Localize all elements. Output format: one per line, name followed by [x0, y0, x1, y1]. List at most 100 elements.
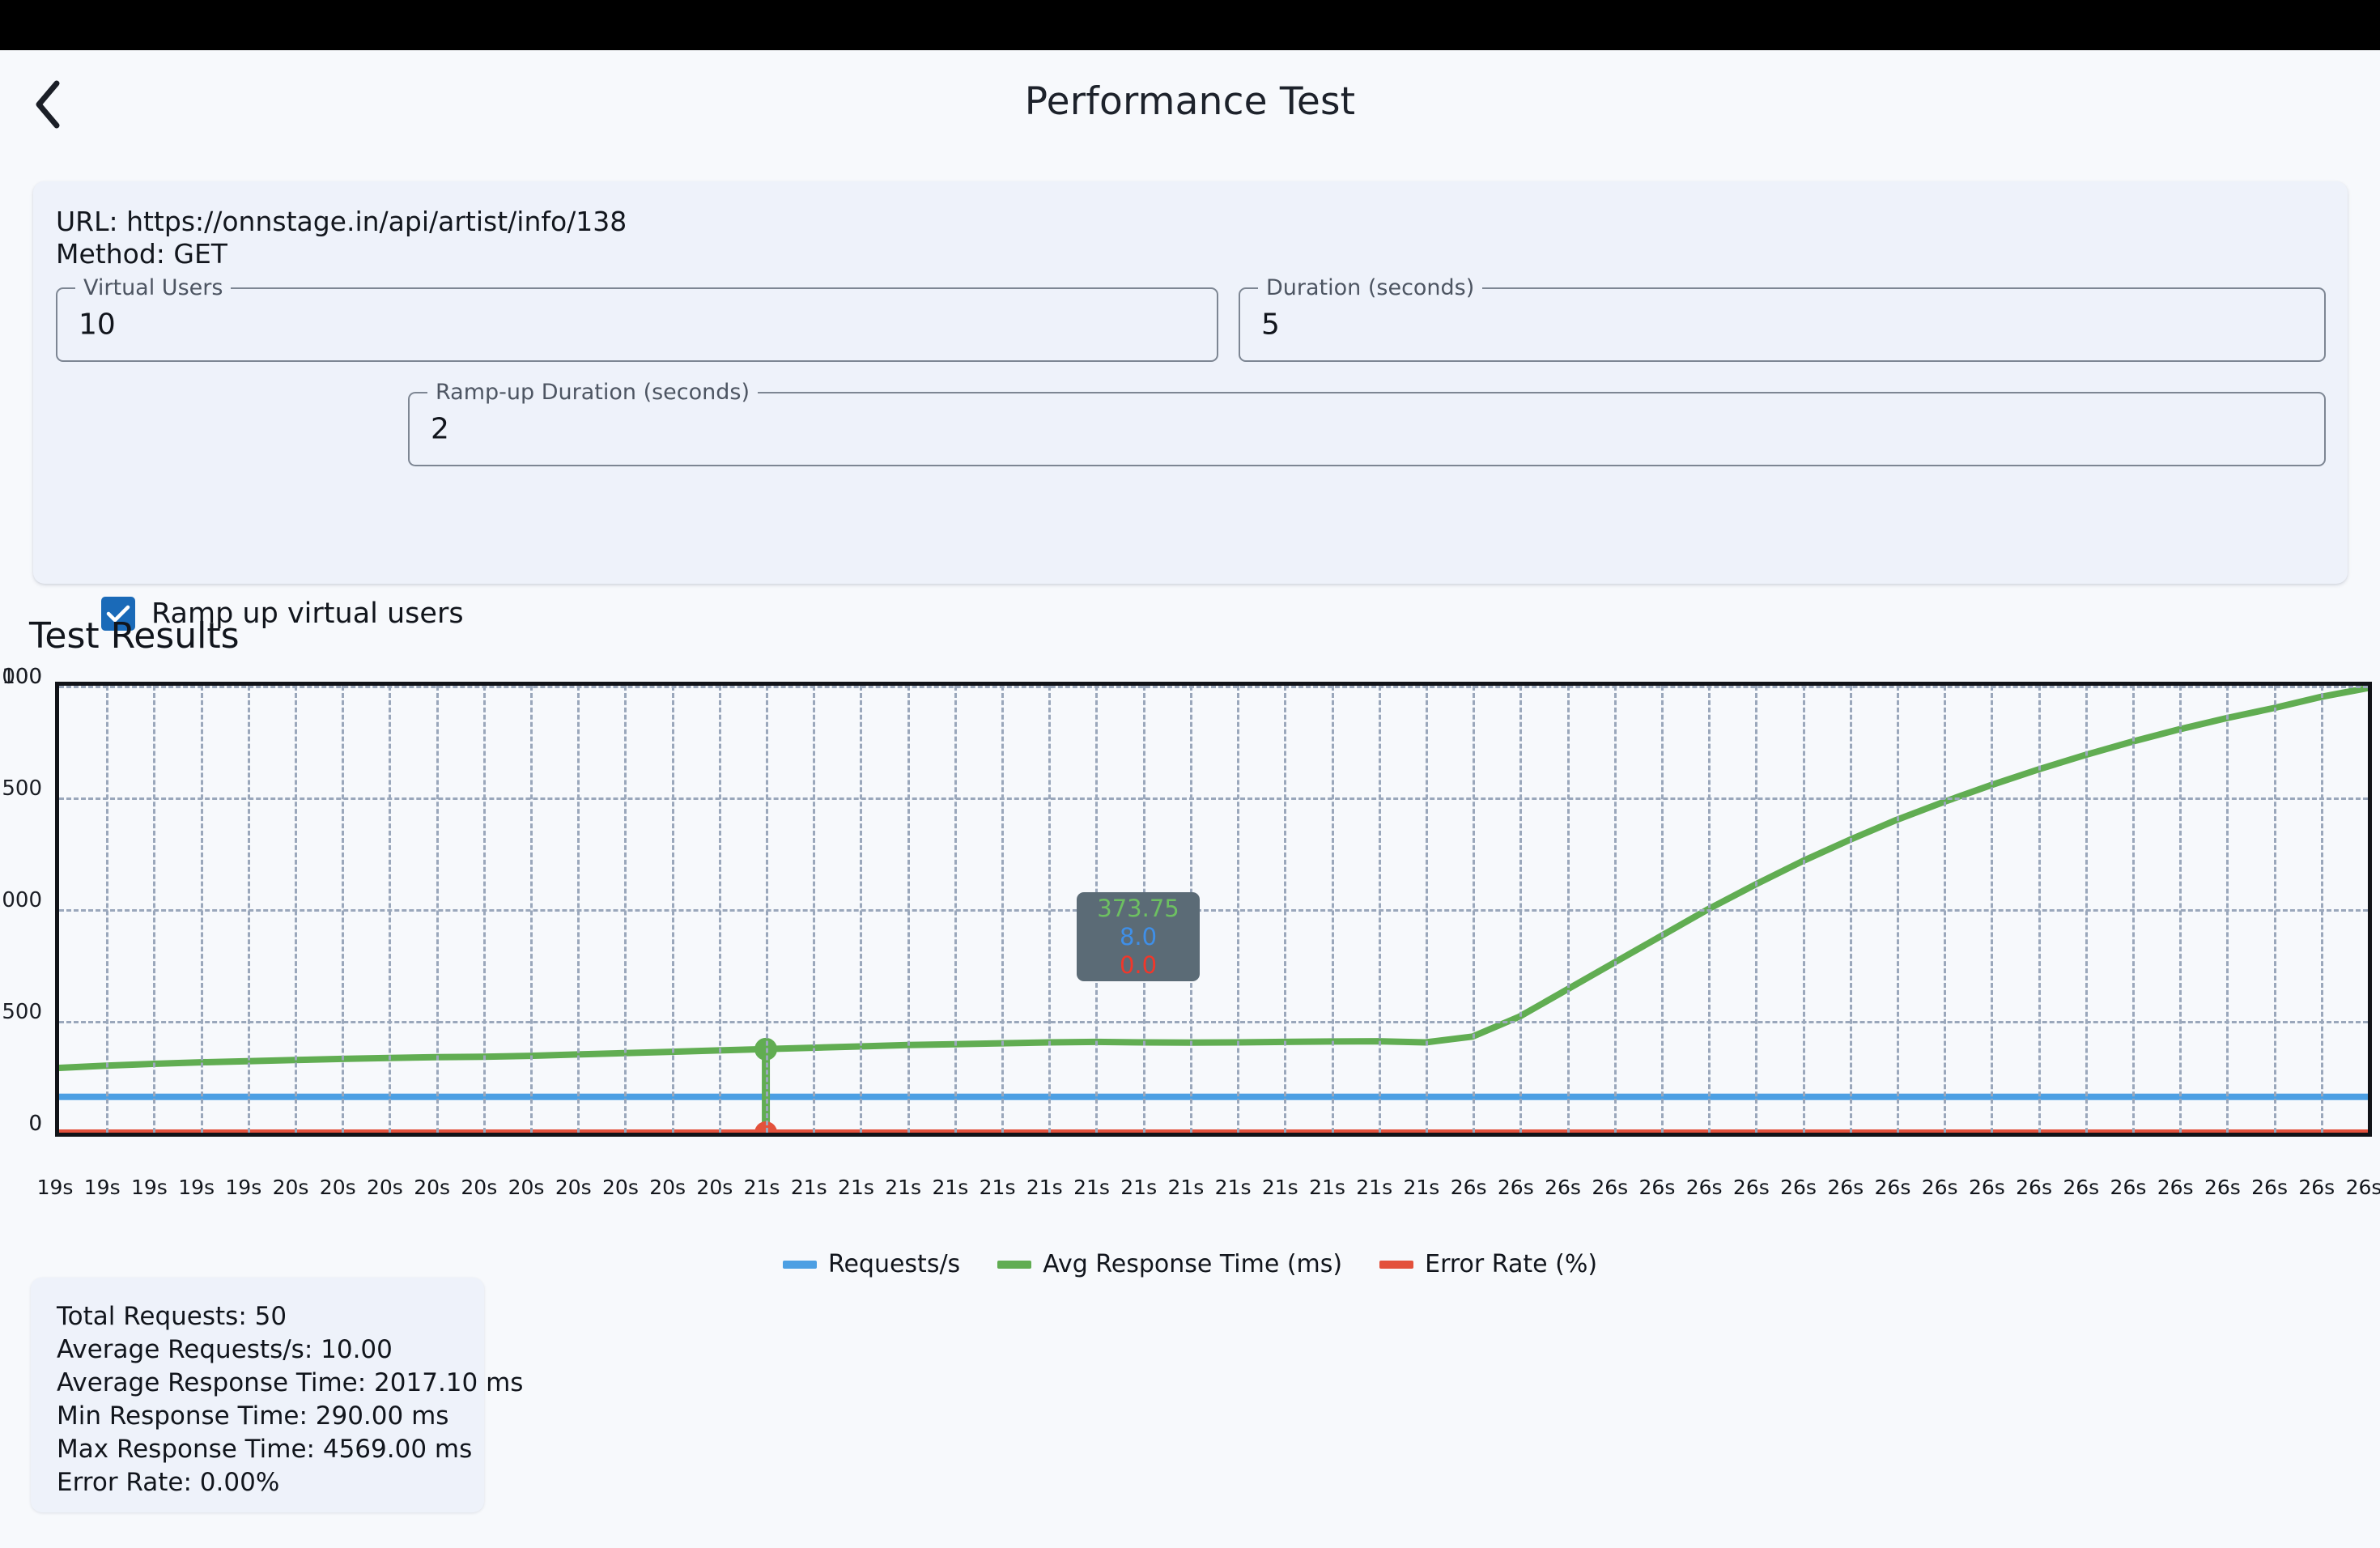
chart-gridline-vertical [1473, 686, 1476, 1133]
chart-gridline-vertical [954, 686, 957, 1133]
chart-x-tick-label: 19s [36, 1176, 74, 1199]
chart-gridline-vertical [342, 686, 345, 1133]
chart-gridline-vertical [2320, 686, 2323, 1133]
chart-x-tick-label: 19s [130, 1176, 168, 1199]
chart-x-tick-label: 21s [1261, 1176, 1298, 1199]
duration-field[interactable]: Duration (seconds) 5 [1239, 275, 2326, 362]
chart-gridline-vertical [1048, 686, 1052, 1133]
chart-x-tick-label: 26s [1921, 1176, 1958, 1199]
chart-gridline-vertical [2273, 686, 2276, 1133]
duration-label: Duration (seconds) [1258, 275, 1483, 300]
rampup-duration-input[interactable]: 2 [431, 412, 449, 446]
legend-item[interactable]: Requests/s [782, 1250, 960, 1278]
chart-x-tick-label: 26s [2251, 1176, 2288, 1199]
chart-gridline-vertical [389, 686, 392, 1133]
legend-item[interactable]: Avg Response Time (ms) [997, 1250, 1342, 1278]
chart-gridline-vertical [577, 686, 580, 1133]
chart-x-tick-label: 26s [2345, 1176, 2380, 1199]
tooltip-error-rate: 0.0 [1119, 950, 1158, 979]
chart-gridline-horizontal [59, 686, 2368, 688]
chart-x-tick-label: 21s [1403, 1176, 1440, 1199]
chart-x-tick-label: 21s [1167, 1176, 1205, 1199]
chart-x-tick-label: 19s [225, 1176, 262, 1199]
chart-line-avg-response-time-ms [59, 688, 2368, 1068]
chart-x-tick-label: 21s [743, 1176, 780, 1199]
virtual-users-input[interactable]: 10 [79, 308, 116, 342]
chart-x-tick-label: 26s [2157, 1176, 2194, 1199]
chart-x-tick-label: 21s [1073, 1176, 1110, 1199]
chart-legend: Requests/s Avg Response Time (ms) Error Ra… [0, 1250, 2380, 1278]
url-text: URL: https://onnstage.in/api/artist/info… [56, 206, 627, 237]
chart-series-svg [59, 686, 2368, 1133]
chart-x-tick-label: 21s [1214, 1176, 1252, 1199]
chart-gridline-vertical [1896, 686, 1899, 1133]
chart-x-tick-label: 21s [885, 1176, 922, 1199]
rampup-duration-label: Ramp-up Duration (seconds) [427, 380, 759, 405]
chart-gridline-vertical [1755, 686, 1758, 1133]
chart-x-tick-label: 26s [1780, 1176, 1817, 1199]
rampup-duration-field[interactable]: Ramp-up Duration (seconds) 2 [408, 380, 2326, 466]
chart-x-tick-label: 19s [83, 1176, 121, 1199]
chart-x-tick-label: 20s [319, 1176, 356, 1199]
chart-x-tick-label: 20s [508, 1176, 545, 1199]
chart-x-tick-label: 20s [414, 1176, 451, 1199]
chart-gridline-horizontal [59, 1133, 2368, 1135]
results-summary-card: Total Requests: 50 Average Requests/s: 10… [31, 1278, 523, 1512]
chevron-left-icon [32, 79, 63, 130]
chart-x-tick-label: 26s [1732, 1176, 1770, 1199]
chart-gridline-vertical [766, 686, 769, 1133]
chart-x-tick-label: 26s [1968, 1176, 2005, 1199]
chart-gridline-vertical [1566, 686, 1570, 1133]
chart-x-tick-label: 26s [1685, 1176, 1723, 1199]
chart-gridline-vertical [907, 686, 910, 1133]
chart-x-tick-label: 21s [1120, 1176, 1158, 1199]
chart-y-tick-label: 2000 [0, 665, 42, 689]
chart-x-tick-label: 21s [979, 1176, 1016, 1199]
chart-x-tick-label: 26s [1545, 1176, 1581, 1199]
test-config-card: URL: https://onnstage.in/api/artist/info… [33, 181, 2348, 742]
status-bar [0, 0, 2380, 50]
legend-swatch-icon [1379, 1260, 1414, 1269]
chart-gridline-vertical [530, 686, 533, 1133]
chart-gridline-vertical [1708, 686, 1711, 1133]
summary-line: Max Response Time: 4569.00 ms [57, 1434, 473, 1464]
chart-gridline-vertical [1331, 686, 1334, 1133]
chart-x-tick-label: 26s [2204, 1176, 2241, 1199]
chart-gridline-vertical [482, 686, 486, 1133]
chart-gridline-vertical [2179, 686, 2182, 1133]
chart-y-tick-label: 500 [2, 1000, 42, 1024]
chart-gridline-vertical [2131, 686, 2135, 1133]
app-header: Performance Test [0, 50, 2380, 170]
rampup-checkbox-label: Ramp up virtual users [151, 598, 464, 630]
chart-x-tick-label: 20s [696, 1176, 733, 1199]
chart-gridline-vertical [1378, 686, 1381, 1133]
chart-gridline-vertical [153, 686, 156, 1133]
chart-x-tick-label: 26s [1497, 1176, 1534, 1199]
chart-gridline-vertical [1944, 686, 1947, 1133]
chart-gridline-vertical [436, 686, 439, 1133]
rampup-checkbox-row[interactable]: Ramp up virtual users [101, 597, 464, 631]
chart-gridline-vertical [200, 686, 203, 1133]
tooltip-response-time: 373.75 [1097, 894, 1179, 922]
legend-item[interactable]: Error Rate (%) [1379, 1250, 1597, 1278]
back-button[interactable] [18, 74, 78, 134]
chart-gridline-vertical [2226, 686, 2229, 1133]
summary-line: Total Requests: 50 [57, 1302, 287, 1331]
chart-gridline-vertical [813, 686, 816, 1133]
chart-gridline-vertical [1613, 686, 1617, 1133]
chart-tooltip: 373.75 8.0 0.0 [1077, 892, 1200, 981]
virtual-users-field[interactable]: Virtual Users 10 [56, 275, 1218, 362]
chart-gridline-horizontal [59, 909, 2368, 912]
chart-x-tick-label: 21s [1026, 1176, 1063, 1199]
chart-x-tick-label: 20s [272, 1176, 309, 1199]
chart-gridline-vertical [1425, 686, 1428, 1133]
chart-x-tick-label: 20s [602, 1176, 639, 1199]
duration-input[interactable]: 5 [1261, 308, 1280, 342]
chart-x-tick-label: 26s [1592, 1176, 1629, 1199]
chart-x-tick-label: 26s [1827, 1176, 1864, 1199]
chart-plot-area[interactable] [55, 682, 2372, 1137]
checkbox-checked-icon[interactable] [101, 597, 135, 631]
chart-x-tick-label: 20s [367, 1176, 403, 1199]
